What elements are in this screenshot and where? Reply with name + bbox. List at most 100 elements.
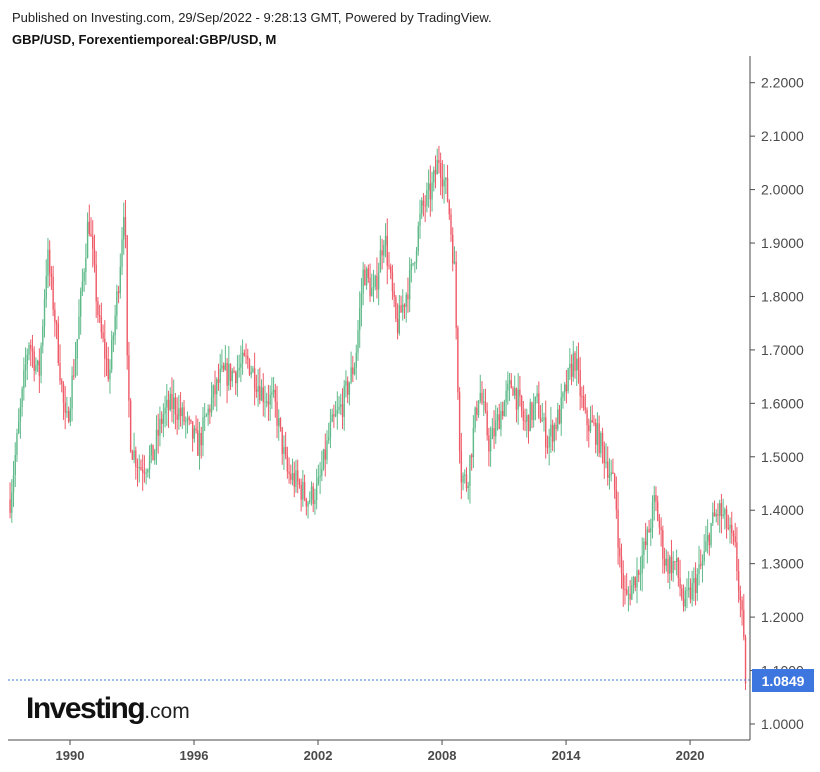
- candle: [718, 499, 721, 533]
- candle: [686, 578, 688, 609]
- candle-body: [693, 578, 695, 583]
- candle-body: [696, 574, 698, 594]
- candle-body: [732, 532, 735, 537]
- candle-body: [307, 502, 309, 507]
- candle: [383, 240, 385, 264]
- candle: [336, 391, 339, 430]
- candle: [276, 385, 278, 439]
- candle-body: [594, 422, 597, 445]
- candle-body: [222, 365, 225, 370]
- candle-body: [665, 558, 667, 566]
- candle-body: [546, 446, 549, 448]
- candle-body: [69, 408, 72, 422]
- candle: [124, 199, 127, 249]
- candle-body: [476, 407, 478, 415]
- candle: [441, 160, 444, 199]
- candle: [529, 398, 531, 432]
- candle-body: [660, 527, 662, 531]
- candle: [731, 511, 733, 544]
- candle: [658, 514, 661, 535]
- candle-body: [322, 449, 325, 469]
- candle: [102, 324, 104, 343]
- candle: [229, 363, 232, 390]
- candle-body: [429, 183, 432, 200]
- candle: [390, 263, 392, 280]
- candle: [553, 422, 556, 453]
- candle-body: [185, 420, 187, 422]
- candle: [73, 359, 75, 381]
- candle: [684, 586, 686, 612]
- candle: [414, 261, 416, 273]
- candle-body: [460, 451, 463, 483]
- candle-body: [396, 318, 399, 334]
- candle: [682, 584, 685, 612]
- candle-body: [112, 335, 115, 340]
- investing-logo[interactable]: Investing.com: [26, 692, 190, 726]
- candle: [496, 407, 499, 431]
- candle-body: [114, 315, 116, 336]
- candle: [129, 398, 132, 453]
- candle-body: [129, 400, 132, 452]
- candle: [675, 549, 678, 576]
- candle-body: [414, 262, 416, 264]
- candle-body: [474, 407, 476, 428]
- candle: [245, 343, 247, 365]
- candle-body: [346, 380, 349, 395]
- candle: [660, 517, 662, 547]
- candle: [185, 416, 187, 439]
- candle: [359, 291, 361, 348]
- candle: [729, 517, 731, 544]
- candle: [541, 403, 543, 422]
- candle-body: [297, 470, 299, 482]
- candle: [662, 525, 664, 574]
- candle: [269, 385, 271, 421]
- candle: [293, 461, 295, 498]
- candle-body: [90, 233, 92, 237]
- candle: [52, 265, 54, 317]
- candle-body: [207, 408, 209, 415]
- candle: [465, 467, 468, 492]
- candle-body: [555, 424, 557, 430]
- candle-body: [50, 273, 53, 277]
- candle-body: [576, 358, 578, 371]
- candle-body: [439, 162, 442, 178]
- candle-body: [157, 429, 159, 436]
- candle-body: [247, 356, 249, 360]
- candle-body: [503, 401, 506, 417]
- candle-body: [613, 473, 616, 490]
- candle: [458, 387, 461, 464]
- candle: [703, 534, 705, 566]
- candle-body: [655, 495, 657, 502]
- candle: [23, 357, 25, 401]
- candle: [121, 227, 123, 276]
- candle-body: [481, 392, 483, 403]
- candle-body: [214, 385, 216, 395]
- candle: [274, 383, 277, 418]
- candle: [48, 240, 51, 287]
- candle: [341, 388, 344, 430]
- candle: [412, 263, 414, 267]
- candle-body: [539, 417, 542, 422]
- candle-body: [47, 249, 49, 277]
- candle: [315, 468, 318, 510]
- candle-body: [319, 475, 321, 478]
- candle-body: [14, 454, 16, 476]
- candle-body: [631, 585, 633, 600]
- candle-body: [383, 245, 385, 256]
- candle: [536, 385, 538, 404]
- candle: [40, 342, 42, 384]
- candle-body: [376, 275, 378, 290]
- candle-body: [198, 433, 201, 456]
- candle-body: [646, 529, 649, 546]
- candle-body: [371, 287, 373, 297]
- candle-body: [328, 437, 330, 441]
- candle-body: [71, 375, 73, 409]
- candle: [140, 459, 142, 471]
- candle: [183, 399, 185, 426]
- candle-body: [143, 472, 146, 474]
- candle: [272, 376, 275, 398]
- candle: [333, 404, 335, 428]
- candle-body: [283, 447, 285, 454]
- candle: [601, 427, 604, 464]
